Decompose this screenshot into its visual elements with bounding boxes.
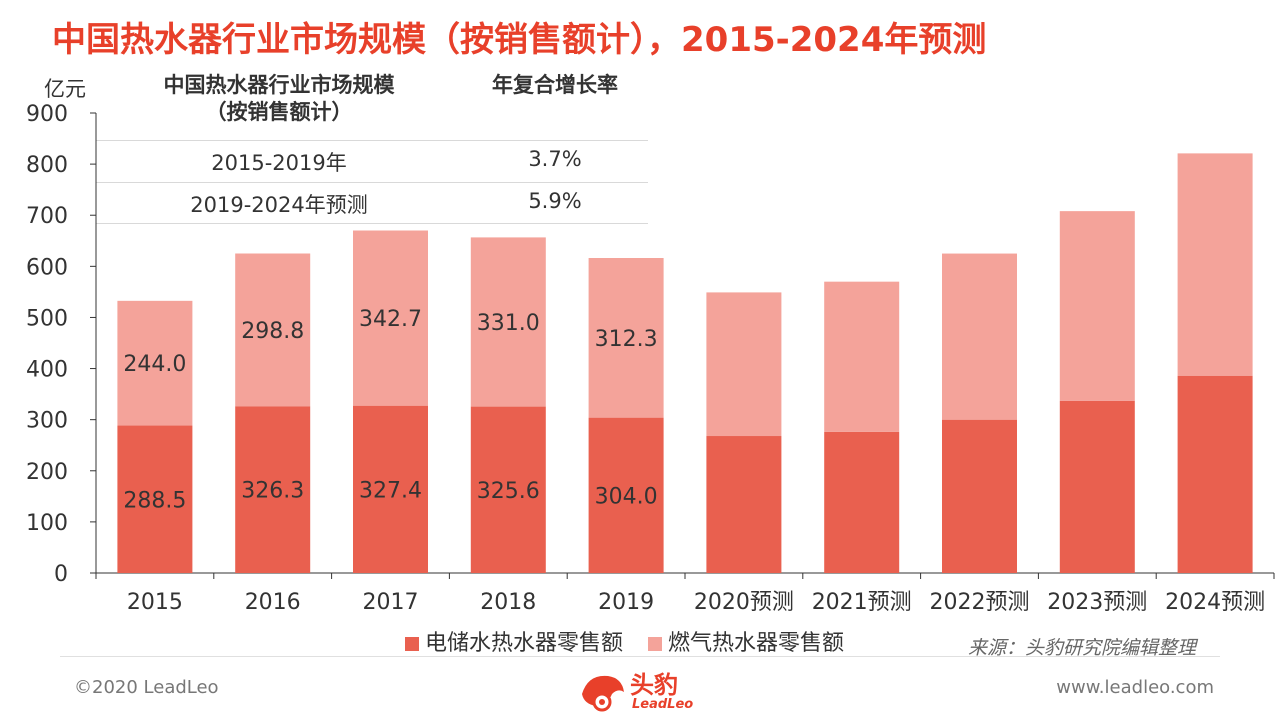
legend-swatch-gas: [648, 637, 663, 651]
legend-item-electric: 电储水热水器零售额: [405, 625, 623, 657]
page-title: 中国热水器行业市场规模（按销售额计），2015-2024年预测: [52, 20, 987, 60]
bar-electric: [942, 419, 1017, 573]
x-tick-label: 2020预测: [694, 590, 794, 615]
footer-divider: [60, 656, 1220, 657]
leadleo-logo-icon: [582, 675, 624, 712]
copyright-text: ©2020 LeadLeo: [74, 677, 219, 698]
y-tick-label: 400: [26, 358, 68, 383]
bar-electric: [824, 431, 900, 573]
data-label: 327.4: [359, 478, 422, 503]
table-row: 2015-2019年 3.7%: [96, 140, 648, 181]
y-tick-label: 500: [26, 306, 68, 331]
table-header-market-size: 中国热水器行业市场规模 （按销售额计）: [163, 73, 395, 124]
bar-electric: [588, 417, 664, 573]
x-tick-label: 2021预测: [812, 590, 912, 615]
x-tick-label: 2017: [363, 590, 419, 615]
data-label: 312.3: [595, 327, 658, 352]
bar-gas: [588, 258, 664, 418]
data-label: 298.8: [241, 319, 304, 344]
y-tick-label: 900: [26, 102, 68, 127]
website-link[interactable]: www.leadleo.com: [1056, 677, 1214, 698]
data-label: 304.0: [595, 484, 658, 509]
x-tick-label: 2016: [245, 590, 301, 615]
bar-electric: [235, 406, 311, 573]
chart-legend: 电储水热水器零售额 燃气热水器零售额: [405, 625, 862, 657]
y-tick-label: 200: [26, 460, 68, 485]
bar-gas: [706, 292, 782, 437]
source-note: 来源：头豹研究院编辑整理: [968, 637, 1197, 659]
bar-electric: [1059, 400, 1135, 573]
x-tick-label: 2023预测: [1047, 590, 1147, 615]
y-tick-label: 600: [26, 255, 68, 280]
bar-electric: [353, 405, 428, 573]
bar-electric: [706, 436, 782, 573]
table-cell-period: 2019-2024年预测: [190, 193, 368, 217]
y-tick-label: 300: [26, 409, 68, 434]
bar-gas: [353, 230, 428, 406]
table-cell-cagr: 3.7%: [528, 147, 582, 171]
logo-subtext: LeadLeo: [632, 697, 694, 712]
bar-gas: [1177, 153, 1253, 376]
bar-electric: [470, 406, 546, 573]
data-label: 288.5: [123, 488, 186, 513]
table-header-cagr: 年复合增长率: [492, 73, 618, 97]
y-axis-unit: 亿元: [44, 77, 86, 101]
x-tick-label: 2022预测: [930, 590, 1030, 615]
legend-label-electric: 电储水热水器零售额: [425, 631, 624, 656]
legend-label-gas: 燃气热水器零售额: [668, 631, 845, 656]
table-cell-cagr: 5.9%: [528, 189, 582, 213]
y-tick-label: 0: [54, 562, 68, 587]
bar-gas: [235, 253, 311, 407]
data-label: 325.6: [477, 479, 540, 504]
x-tick-label: 2019: [598, 590, 654, 615]
x-tick-label: 2024预测: [1165, 590, 1265, 615]
bar-gas: [824, 281, 900, 432]
legend-item-gas: 燃气热水器零售额: [648, 625, 844, 657]
bar-gas: [942, 253, 1017, 420]
logo-text: 头豹: [630, 671, 678, 699]
bar-electric: [117, 425, 193, 573]
y-tick-label: 800: [26, 153, 68, 178]
bar-gas: [1059, 211, 1135, 401]
table-row: 2019-2024年预测 5.9%: [96, 182, 648, 224]
data-label: 326.3: [241, 479, 304, 504]
bar-electric: [1177, 375, 1253, 573]
data-label: 331.0: [477, 311, 540, 336]
table-cell-period: 2015-2019年: [211, 151, 347, 175]
data-label: 244.0: [123, 352, 186, 377]
data-label: 342.7: [359, 307, 422, 332]
y-tick-label: 100: [26, 511, 68, 536]
x-tick-label: 2015: [127, 590, 183, 615]
bar-gas: [117, 300, 193, 426]
x-tick-label: 2018: [480, 590, 536, 615]
bar-gas: [470, 237, 546, 407]
y-tick-label: 700: [26, 204, 68, 229]
legend-swatch-electric: [405, 637, 419, 651]
